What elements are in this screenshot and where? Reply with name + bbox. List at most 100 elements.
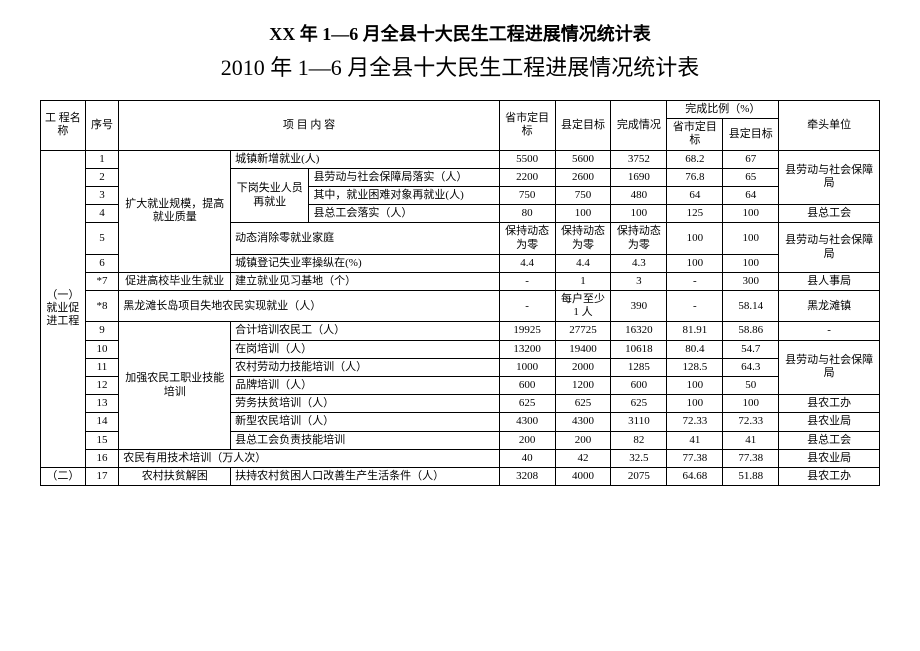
cell-prov: 4.4 <box>499 254 555 272</box>
table-row: *8 黑龙滩长岛项目失地农民实现就业（人） - 每户至少 1 人 390 - 5… <box>41 291 880 322</box>
cell-county: 42 <box>555 449 611 467</box>
cell-done: 3752 <box>611 150 667 168</box>
cell-done: 600 <box>611 377 667 395</box>
cell-rc: 300 <box>723 272 779 290</box>
cell-seq: 11 <box>85 358 119 376</box>
cell-item: 合计培训农民工（人） <box>231 322 499 340</box>
th-proj: 工 程名 称 <box>41 101 86 151</box>
lead-labor-3: 县劳动与社会保障局 <box>779 340 880 395</box>
cell-rp: 77.38 <box>667 449 723 467</box>
page-title-2: 2010 年 1—6 月全县十大民生工程进展情况统计表 <box>40 50 880 82</box>
cell-rp: 41 <box>667 431 723 449</box>
cell-county: 5600 <box>555 150 611 168</box>
cell-rp: 125 <box>667 205 723 223</box>
cell-item: 动态消除零就业家庭 <box>231 223 499 254</box>
th-done: 完成情况 <box>611 101 667 151</box>
cell-prov: 保持动态为零 <box>499 223 555 254</box>
cell-done: 390 <box>611 291 667 322</box>
cell-rp: 100 <box>667 377 723 395</box>
cell-item: 县总工会负责技能培训 <box>231 431 499 449</box>
cell-prov: 750 <box>499 186 555 204</box>
cell-done: 82 <box>611 431 667 449</box>
cell-lead: 县总工会 <box>779 205 880 223</box>
cell-item: 建立就业见习基地（个） <box>231 272 499 290</box>
sub-reemploy: 下岗失业人员再就业 <box>231 168 309 223</box>
cell-rc: 100 <box>723 205 779 223</box>
cell-prov: 19925 <box>499 322 555 340</box>
cat-poverty: 农村扶贫解困 <box>119 467 231 485</box>
page-title-1: XX 年 1—6 月全县十大民生工程进展情况统计表 <box>40 20 880 46</box>
cell-prov: 5500 <box>499 150 555 168</box>
cell-prov: 600 <box>499 377 555 395</box>
cell-seq: 4 <box>85 205 119 223</box>
cell-seq: 15 <box>85 431 119 449</box>
cell-rp: 76.8 <box>667 168 723 186</box>
cell-done: 10618 <box>611 340 667 358</box>
cat-heilong: 黑龙滩长岛项目失地农民实现就业（人） <box>119 291 499 322</box>
th-ratio-prov: 省市定目标 <box>667 119 723 150</box>
cell-seq: 10 <box>85 340 119 358</box>
cell-prov: 3208 <box>499 467 555 485</box>
cell-rc: 100 <box>723 254 779 272</box>
cell-lead: - <box>779 322 880 340</box>
cell-county: 1 <box>555 272 611 290</box>
cell-item: 县总工会落实（人） <box>309 205 499 223</box>
cell-done: 480 <box>611 186 667 204</box>
cell-item: 其中，就业困难对象再就业(人) <box>309 186 499 204</box>
cell-rc: 64 <box>723 186 779 204</box>
cell-seq: 6 <box>85 254 119 272</box>
cell-item: 在岗培训（人） <box>231 340 499 358</box>
cell-lead: 县农工办 <box>779 395 880 413</box>
cell-prov: 13200 <box>499 340 555 358</box>
cell-done: 625 <box>611 395 667 413</box>
cell-rp: - <box>667 272 723 290</box>
cell-county: 750 <box>555 186 611 204</box>
cell-prov: 80 <box>499 205 555 223</box>
cell-done: 16320 <box>611 322 667 340</box>
cell-done: 3110 <box>611 413 667 431</box>
cell-prov: 2200 <box>499 168 555 186</box>
cell-item: 品牌培训（人） <box>231 377 499 395</box>
cell-rc: 58.14 <box>723 291 779 322</box>
table-row: （二） 17 农村扶贫解困 扶持农村贫困人口改善生产生活条件（人） 3208 4… <box>41 467 880 485</box>
th-prov: 省市定目标 <box>499 101 555 151</box>
table-row: 9 加强农民工职业技能培训 合计培训农民工（人） 19925 27725 163… <box>41 322 880 340</box>
group-1: （一）就业促进工程 <box>41 150 86 467</box>
cell-done: 2075 <box>611 467 667 485</box>
cell-rc: 100 <box>723 223 779 254</box>
cell-lead: 县农工办 <box>779 467 880 485</box>
cell-done: 1690 <box>611 168 667 186</box>
lead-labor-2: 县劳动与社会保障局 <box>779 223 880 273</box>
cell-county: 4300 <box>555 413 611 431</box>
cell-rc: 65 <box>723 168 779 186</box>
cell-done: 32.5 <box>611 449 667 467</box>
cell-rp: 68.2 <box>667 150 723 168</box>
cell-done: 1285 <box>611 358 667 376</box>
cell-seq: *8 <box>85 291 119 322</box>
cell-county: 4.4 <box>555 254 611 272</box>
cell-county: 200 <box>555 431 611 449</box>
th-seq: 序号 <box>85 101 119 151</box>
cell-county: 每户至少 1 人 <box>555 291 611 322</box>
cell-rc: 72.33 <box>723 413 779 431</box>
cat-ruraltech: 农民有用技术培训（万人次） <box>119 449 499 467</box>
cell-item: 县劳动与社会保障局落实（人） <box>309 168 499 186</box>
cell-seq: 14 <box>85 413 119 431</box>
cell-rp: 72.33 <box>667 413 723 431</box>
cell-lead: 县农业局 <box>779 413 880 431</box>
table-row: 16 农民有用技术培训（万人次） 40 42 32.5 77.38 77.38 … <box>41 449 880 467</box>
cell-item: 城镇新增就业(人) <box>231 150 499 168</box>
cell-rp: - <box>667 291 723 322</box>
th-ratio-county: 县定目标 <box>723 119 779 150</box>
cell-prov: - <box>499 272 555 290</box>
cell-county: 100 <box>555 205 611 223</box>
progress-table: 工 程名 称 序号 项 目 内 容 省市定目标 县定目标 完成情况 完成比例（%… <box>40 100 880 486</box>
cell-county: 1200 <box>555 377 611 395</box>
group-2: （二） <box>41 467 86 485</box>
cell-rc: 54.7 <box>723 340 779 358</box>
cell-item: 劳务扶贫培训（人） <box>231 395 499 413</box>
cell-county: 27725 <box>555 322 611 340</box>
cell-prov: 200 <box>499 431 555 449</box>
cell-rp: 64.68 <box>667 467 723 485</box>
cell-rp: 81.91 <box>667 322 723 340</box>
